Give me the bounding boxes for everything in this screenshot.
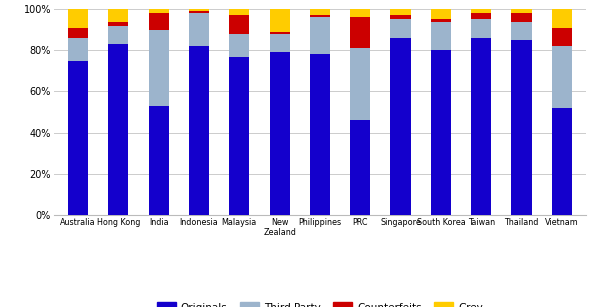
Bar — [552, 28, 572, 46]
Bar — [471, 13, 492, 20]
Bar — [270, 34, 289, 52]
Bar — [471, 38, 492, 215]
Bar — [431, 20, 451, 21]
Bar — [270, 9, 289, 32]
Bar — [148, 13, 169, 30]
Bar — [108, 44, 129, 215]
Bar — [552, 9, 572, 28]
Bar — [229, 9, 249, 15]
Bar — [189, 46, 209, 215]
Bar — [511, 13, 532, 21]
Bar — [390, 20, 411, 38]
Bar — [552, 108, 572, 215]
Bar — [511, 40, 532, 215]
Bar — [148, 30, 169, 106]
Bar — [350, 9, 370, 17]
Bar — [148, 9, 169, 13]
Bar — [108, 9, 129, 21]
Bar — [229, 34, 249, 56]
Bar — [471, 9, 492, 13]
Bar — [431, 21, 451, 50]
Bar — [350, 48, 370, 120]
Bar — [350, 120, 370, 215]
Bar — [390, 38, 411, 215]
Bar — [189, 13, 209, 46]
Bar — [310, 17, 330, 54]
Bar — [189, 9, 209, 11]
Bar — [68, 61, 88, 215]
Bar — [68, 9, 88, 28]
Bar — [390, 9, 411, 15]
Bar — [552, 46, 572, 108]
Bar — [310, 15, 330, 17]
Bar — [270, 32, 289, 34]
Bar — [108, 21, 129, 26]
Bar — [431, 9, 451, 20]
Bar — [270, 52, 289, 215]
Legend: Originals, Third Party, Counterfeits, Grey: Originals, Third Party, Counterfeits, Gr… — [152, 298, 487, 307]
Bar — [68, 38, 88, 61]
Bar — [148, 106, 169, 215]
Bar — [471, 20, 492, 38]
Bar — [390, 15, 411, 20]
Bar — [229, 15, 249, 34]
Bar — [108, 26, 129, 44]
Bar — [68, 28, 88, 38]
Bar — [431, 50, 451, 215]
Bar — [189, 11, 209, 13]
Bar — [310, 9, 330, 15]
Bar — [511, 21, 532, 40]
Bar — [511, 9, 532, 13]
Bar — [350, 17, 370, 48]
Bar — [310, 54, 330, 215]
Bar — [229, 56, 249, 215]
